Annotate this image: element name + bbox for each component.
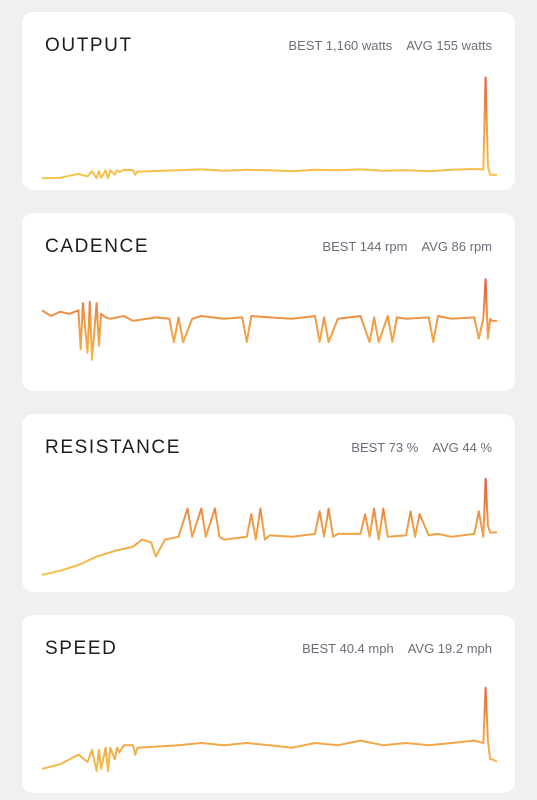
cadence-avg: AVG 86 rpm: [421, 239, 492, 254]
speed-stats: BEST 40.4 mph AVG 19.2 mph: [302, 641, 492, 656]
resistance-card[interactable]: RESISTANCE BEST 73 % AVG 44 %: [22, 414, 515, 592]
resistance-best: BEST 73 %: [351, 440, 419, 455]
output-best: BEST 1,160 watts: [288, 38, 393, 53]
output-title: OUTPUT: [45, 35, 133, 56]
cadence-best: BEST 144 rpm: [322, 239, 408, 254]
output-chart: [42, 76, 497, 180]
cadence-stats: BEST 144 rpm AVG 86 rpm: [322, 239, 492, 254]
speed-avg: AVG 19.2 mph: [407, 641, 492, 656]
resistance-title: RESISTANCE: [45, 437, 182, 458]
resistance-chart: [42, 477, 497, 576]
series-line: [42, 477, 497, 576]
series-line: [42, 686, 497, 773]
series-line: [42, 76, 497, 180]
cadence-card[interactable]: CADENCE BEST 144 rpm AVG 86 rpm: [22, 213, 515, 391]
speed-chart: [42, 686, 497, 773]
output-avg: AVG 155 watts: [406, 38, 492, 53]
speed-best: BEST 40.4 mph: [302, 641, 394, 656]
cadence-chart: [42, 278, 497, 361]
resistance-stats: BEST 73 % AVG 44 %: [351, 440, 492, 455]
speed-card[interactable]: SPEED BEST 40.4 mph AVG 19.2 mph: [22, 615, 515, 793]
series-line: [42, 278, 497, 361]
output-stats: BEST 1,160 watts AVG 155 watts: [288, 38, 492, 53]
output-card[interactable]: OUTPUT BEST 1,160 watts AVG 155 watts: [22, 12, 515, 190]
speed-title: SPEED: [45, 638, 118, 659]
cadence-title: CADENCE: [45, 236, 150, 257]
resistance-avg: AVG 44 %: [432, 440, 492, 455]
